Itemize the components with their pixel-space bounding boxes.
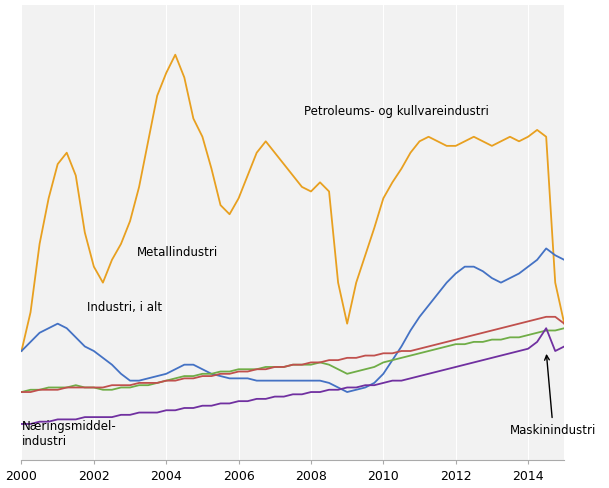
- Text: Maskinindustri: Maskinindustri: [510, 356, 596, 436]
- Text: Industri, i alt: Industri, i alt: [86, 301, 162, 313]
- Text: Metallindustri: Metallindustri: [137, 246, 219, 259]
- Text: Næringsmiddel-
industri: Næringsmiddel- industri: [21, 419, 116, 447]
- Text: Petroleums- og kullvareindustri: Petroleums- og kullvareindustri: [304, 105, 488, 118]
